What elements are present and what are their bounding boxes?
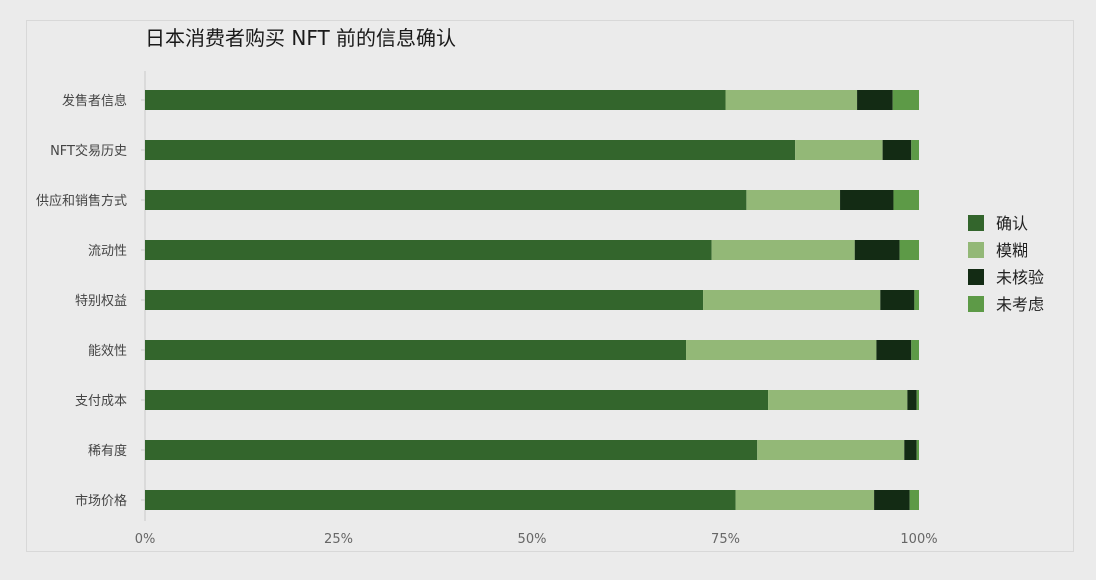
bar-segment [899,240,919,260]
category-label: 市场价格 [75,493,127,509]
x-tick-label: 50% [518,532,547,547]
bar-segment [882,140,912,160]
category-label: 发售者信息 [62,93,127,109]
x-tick-label: 25% [324,532,353,547]
bar-segment [892,90,919,110]
bar-segment [904,440,917,460]
bar-segment [916,440,919,460]
bar-segment [876,340,912,360]
legend-label: 未考虑 [996,295,1044,314]
bar-segment [909,490,919,510]
legend-swatch [968,269,984,285]
bar-segment [145,240,712,260]
bar-segment [768,390,908,410]
chart-frame: 日本消费者购买 NFT 前的信息确认 发售者信息 NFT交易历史供应和销售方式流动… [6,4,1092,576]
legend-swatch [968,215,984,231]
category-label: 流动性 [88,244,127,259]
legend-label: 未核验 [996,268,1044,287]
bar-segment [145,140,796,160]
bar-segment [735,490,875,510]
category-label: 稀有度 [88,443,127,459]
bar-segment [854,240,900,260]
x-tick-label: 100% [900,532,937,547]
bar-segment [686,340,877,360]
category-label: NFT交易历史 [50,143,127,159]
bar-segment [880,290,915,310]
chart-title: 日本消费者购买 NFT 前的信息确认 [145,26,456,50]
bar-segment [725,90,858,110]
bar-segment [703,290,881,310]
bar-segment [145,190,747,210]
bar-segment [911,340,919,360]
bar-segment [840,190,894,210]
bar-segment [911,140,919,160]
chart-panel: 日本消费者购买 NFT 前的信息确认 发售者信息 NFT交易历史供应和销售方式流动… [26,20,1074,552]
legend-swatch [968,296,984,312]
bar-segment [907,390,917,410]
legend-label: 模糊 [996,241,1028,260]
bar-segment [145,440,758,460]
bar-segment [795,140,883,160]
bar-segment [757,440,905,460]
bar-segment [893,190,919,210]
x-axis-ticks: 0% 25% 50% 75% 100% [135,532,938,547]
bar-segment [746,190,841,210]
bar-segment [145,90,726,110]
category-label: 能效性 [88,344,127,359]
bar-segment [145,290,704,310]
bar-segment [145,390,769,410]
bar-segment [145,490,736,510]
category-label: 支付成本 [75,394,127,409]
stacked-bar-chart: 日本消费者购买 NFT 前的信息确认 发售者信息 NFT交易历史供应和销售方式流动… [36,26,1044,547]
legend-label: 确认 [996,214,1028,233]
bar-segment [914,290,919,310]
bar-segment [145,340,687,360]
bar-segment [857,90,893,110]
legend-swatch [968,242,984,258]
x-tick-label: 75% [711,532,740,547]
category-label: 供应和销售方式 [36,193,127,209]
x-tick-label: 0% [135,532,156,547]
bar-segment [711,240,855,260]
bars-layer [141,90,919,510]
bar-segment [874,490,910,510]
category-label: 特别权益 [75,293,127,309]
bar-segment [916,390,919,410]
